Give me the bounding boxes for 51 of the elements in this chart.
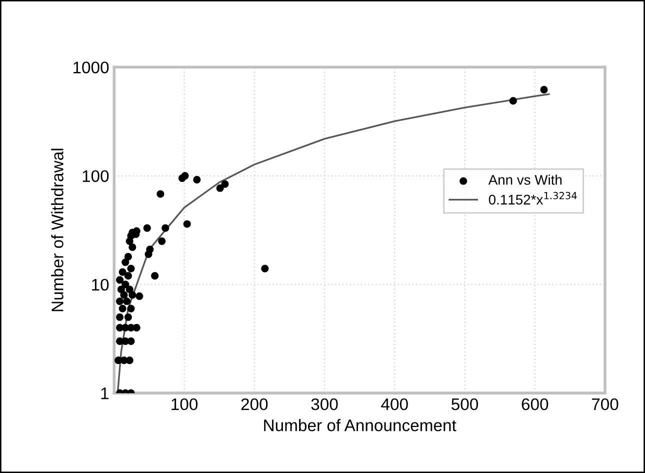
- point: [124, 272, 132, 280]
- point: [127, 337, 135, 346]
- point: [128, 291, 136, 299]
- point: [122, 258, 130, 266]
- point: [128, 243, 136, 252]
- point: [118, 304, 126, 312]
- x-tick-label: 300: [311, 398, 338, 410]
- point: [116, 276, 124, 284]
- point: [158, 237, 166, 245]
- y-tick-label: 10: [92, 278, 109, 291]
- y-tick-label: 100: [82, 170, 109, 182]
- point: [118, 268, 126, 276]
- y-tick-label: 1000: [74, 62, 109, 74]
- point: [151, 272, 159, 280]
- point: [127, 264, 135, 272]
- point: [181, 172, 189, 180]
- point: [261, 264, 269, 272]
- point: [126, 356, 134, 364]
- point: [117, 286, 125, 294]
- point: [116, 297, 124, 306]
- x-tick-label: 200: [241, 398, 268, 410]
- point: [122, 297, 131, 306]
- legend-label: Ann vs With: [488, 174, 562, 185]
- point: [221, 180, 229, 188]
- x-tick-label: 500: [452, 398, 478, 410]
- point: [162, 224, 170, 232]
- point: [127, 304, 135, 312]
- x-tick-label: 100: [172, 398, 198, 410]
- point: [509, 97, 517, 105]
- point: [540, 86, 548, 94]
- legend-label: 0.1152*x$^{1.3234}$: [488, 192, 577, 205]
- point: [146, 246, 154, 254]
- point: [122, 280, 130, 288]
- point: [156, 190, 164, 198]
- x-tick-label: 700: [592, 398, 618, 410]
- y-tick-label: 1: [101, 388, 108, 400]
- point: [136, 292, 144, 300]
- x-tick-label: 600: [522, 398, 548, 410]
- point: [193, 176, 201, 184]
- x-axis-title: Number of Announcement: [264, 419, 456, 432]
- point: [116, 313, 124, 321]
- point: [126, 286, 134, 294]
- point: [124, 313, 132, 321]
- x-tick-label: 400: [381, 398, 408, 410]
- point: [124, 252, 132, 260]
- point: [132, 324, 140, 332]
- point: [143, 224, 151, 232]
- point: [216, 184, 224, 192]
- point: [183, 220, 191, 228]
- y-axis-title: Number of Withdrawal: [51, 148, 64, 312]
- point: [120, 291, 128, 299]
